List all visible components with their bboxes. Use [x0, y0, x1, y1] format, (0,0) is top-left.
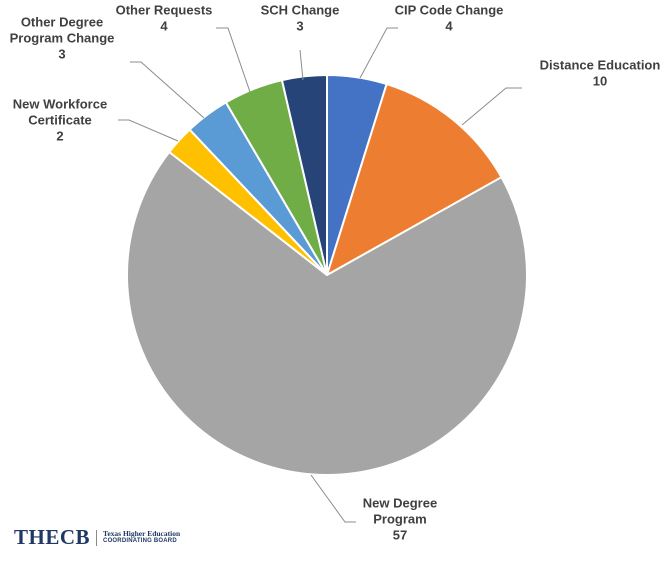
logo-subtitle-line1: Texas Higher Education: [103, 529, 181, 539]
logo-divider: [96, 529, 98, 546]
logo-subtitle-line2: COORDINATING BOARD: [103, 538, 177, 545]
logo-subtitle: Texas Higher Education COORDINATING BOAR…: [103, 530, 180, 544]
slice-label: Other Requests 4: [116, 3, 213, 34]
pie-slice-sch-change: [280, 74, 328, 276]
pie-slice-new-degree-program: [126, 151, 528, 476]
slice-label: CIP Code Change 4: [395, 3, 504, 34]
slice-label-line: Program: [373, 512, 426, 527]
slice-label-line: 57: [393, 528, 407, 543]
slice-label-line: New Workforce: [13, 97, 107, 112]
slice-label-line: Program Change: [10, 31, 115, 46]
leader-line: [130, 61, 205, 119]
slice-label-line: CIP Code Change: [395, 3, 504, 18]
slice-label: Other Degree Program Change 3: [10, 15, 115, 62]
logo-mark: THECB: [14, 525, 91, 549]
slice-label-line: Other Requests: [116, 3, 213, 18]
slice-label-line: 2: [56, 129, 63, 144]
slice-label: SCH Change 3: [261, 3, 340, 34]
leader-line: [461, 87, 522, 126]
leader-line: [299, 49, 304, 81]
leader-line: [359, 27, 398, 79]
slice-label-line: New Degree: [363, 496, 437, 511]
pie-slices: [126, 74, 528, 476]
slice-label-line: 10: [593, 74, 607, 89]
slice-label-line: 4: [445, 19, 453, 34]
slice-label-line: SCH Change: [261, 3, 340, 18]
thecb-logo: THECB Texas Higher Education COORDINATIN…: [14, 527, 180, 548]
leader-line: [310, 474, 356, 523]
slice-label: New Degree Program 57: [363, 496, 437, 543]
leader-line: [216, 27, 251, 93]
slice-label-line: Other Degree: [21, 15, 103, 30]
slice-label-line: Certificate: [28, 113, 92, 128]
slice-label-line: 4: [160, 19, 168, 34]
slice-label-line: Distance Education: [540, 58, 661, 73]
slice-label: Distance Education 10: [540, 58, 661, 89]
leader-line: [118, 119, 179, 142]
slice-label-line: 3: [58, 47, 65, 62]
pie-slice-distance-education: [326, 83, 503, 276]
slice-label-line: 3: [296, 19, 303, 34]
label-leaders: [118, 27, 522, 523]
slice-label: New Workforce Certificate 2: [13, 97, 107, 144]
